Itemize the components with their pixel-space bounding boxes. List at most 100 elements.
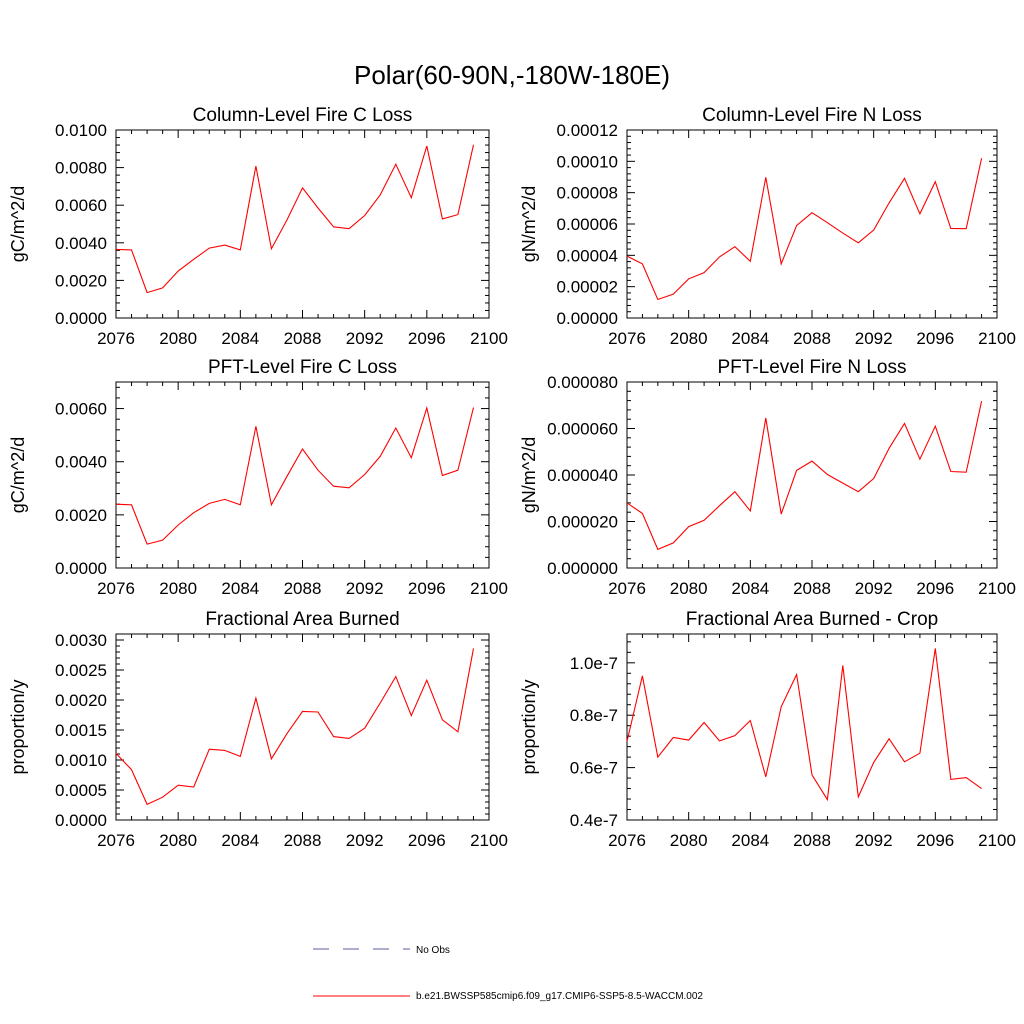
y-tick-label: 0.00000 bbox=[557, 309, 618, 328]
series-line bbox=[626, 648, 982, 802]
x-tick-label: 2076 bbox=[97, 831, 135, 850]
plot-frame bbox=[115, 633, 490, 821]
y-tick-label: 0.000020 bbox=[547, 513, 618, 532]
panel-3: PFT-Level Fire C Loss gC/m^2/d 2076 2080 208… bbox=[8, 357, 508, 598]
y-tick-label: 0.000060 bbox=[547, 420, 618, 439]
legend-label-run: b.e21.BWSSP585cmip6.f09_g17.CMIP6-SSP5-8… bbox=[416, 991, 703, 1002]
x-tick-label: 2084 bbox=[731, 579, 769, 598]
x-tick-label: 2084 bbox=[731, 831, 769, 850]
y-tick-label: 0.00008 bbox=[557, 184, 618, 203]
plot-frame bbox=[626, 633, 998, 821]
x-tick-label: 2088 bbox=[793, 579, 831, 598]
x-tick-label: 2088 bbox=[284, 329, 322, 348]
x-tick-label: 2092 bbox=[855, 579, 893, 598]
x-tick-label: 2080 bbox=[159, 329, 197, 348]
panel-title: PFT-Level Fire N Loss bbox=[718, 357, 907, 378]
x-tick-label: 2096 bbox=[408, 579, 446, 598]
y-tick-label: 0.0020 bbox=[55, 506, 107, 525]
y-tick-label: 0.0000 bbox=[55, 309, 107, 328]
series-line bbox=[115, 648, 475, 806]
y-axis-label: gC/m^2/d bbox=[8, 186, 28, 262]
x-tick-label: 2076 bbox=[608, 329, 646, 348]
legend: No Obs b.e21.BWSSP585cmip6.f09_g17.CMIP6-… bbox=[313, 945, 703, 1002]
x-tick-label: 2080 bbox=[159, 579, 197, 598]
y-tick-label: 0.6e-7 bbox=[570, 759, 618, 778]
plot-frame bbox=[115, 129, 490, 319]
plot-frame bbox=[115, 381, 490, 569]
y-tick-label: 0.00006 bbox=[557, 215, 618, 234]
series-line bbox=[115, 144, 475, 294]
y-axis-label: gC/m^2/d bbox=[8, 437, 28, 513]
series-line bbox=[115, 405, 475, 545]
legend-label-no-obs: No Obs bbox=[416, 945, 450, 956]
y-tick-label: 0.00010 bbox=[557, 152, 618, 171]
x-tick-label: 2076 bbox=[97, 579, 135, 598]
y-tick-label: 0.0040 bbox=[55, 234, 107, 253]
y-tick-label: 0.000000 bbox=[547, 559, 618, 578]
x-tick-label: 2092 bbox=[855, 329, 893, 348]
y-tick-label: 0.0015 bbox=[55, 721, 107, 740]
x-tick-label: 2080 bbox=[670, 329, 708, 348]
x-tick-label: 2092 bbox=[855, 831, 893, 850]
panel-title: Fractional Area Burned bbox=[205, 609, 399, 630]
x-tick-label: 2092 bbox=[346, 831, 384, 850]
x-tick-label: 2080 bbox=[670, 831, 708, 850]
y-axis-label: gN/m^2/d bbox=[519, 437, 539, 513]
x-tick-label: 2076 bbox=[608, 831, 646, 850]
plot-frame bbox=[626, 129, 998, 319]
y-axis-label: proportion/y bbox=[519, 679, 539, 774]
x-tick-label: 2084 bbox=[221, 579, 259, 598]
x-tick-label: 2100 bbox=[470, 329, 508, 348]
x-tick-label: 2076 bbox=[608, 579, 646, 598]
x-tick-label: 2096 bbox=[408, 329, 446, 348]
series-line bbox=[626, 400, 983, 551]
x-tick-label: 2100 bbox=[470, 831, 508, 850]
x-tick-label: 2100 bbox=[978, 831, 1016, 850]
panel-title: Column-Level Fire C Loss bbox=[193, 105, 413, 126]
y-tick-label: 0.0100 bbox=[55, 121, 107, 140]
y-tick-label: 0.0060 bbox=[55, 196, 107, 215]
y-tick-label: 0.000040 bbox=[547, 466, 618, 485]
y-tick-label: 0.0025 bbox=[55, 661, 107, 680]
panels: Column-Level Fire C Loss gC/m^2/d 2076 2080… bbox=[8, 105, 1016, 850]
y-tick-label: 0.0030 bbox=[55, 631, 107, 650]
x-tick-label: 2088 bbox=[793, 329, 831, 348]
x-tick-label: 2076 bbox=[97, 329, 135, 348]
panel-title: PFT-Level Fire C Loss bbox=[208, 357, 397, 378]
y-tick-label: 0.0020 bbox=[55, 271, 107, 290]
y-tick-label: 0.00002 bbox=[557, 278, 618, 297]
x-tick-label: 2092 bbox=[346, 329, 384, 348]
x-tick-label: 2088 bbox=[284, 579, 322, 598]
y-tick-label: 0.0005 bbox=[55, 781, 107, 800]
series-line bbox=[626, 158, 983, 301]
y-axis-label: gN/m^2/d bbox=[519, 186, 539, 262]
y-tick-label: 0.8e-7 bbox=[570, 706, 618, 725]
panel-title: Fractional Area Burned - Crop bbox=[686, 609, 938, 630]
y-tick-label: 0.00012 bbox=[557, 121, 618, 140]
y-tick-label: 0.000080 bbox=[547, 373, 618, 392]
x-tick-label: 2088 bbox=[284, 831, 322, 850]
panel-4: PFT-Level Fire N Loss gN/m^2/d 2076 2080 208… bbox=[519, 357, 1016, 598]
panel-6: Fractional Area Burned - Crop proportion/… bbox=[519, 609, 1016, 850]
y-tick-label: 0.0010 bbox=[55, 751, 107, 770]
x-tick-label: 2100 bbox=[470, 579, 508, 598]
x-tick-label: 2088 bbox=[793, 831, 831, 850]
x-tick-label: 2080 bbox=[159, 831, 197, 850]
y-tick-label: 0.00004 bbox=[557, 246, 618, 265]
x-tick-label: 2084 bbox=[731, 329, 769, 348]
x-tick-label: 2096 bbox=[916, 329, 954, 348]
x-tick-label: 2080 bbox=[670, 579, 708, 598]
x-tick-label: 2096 bbox=[408, 831, 446, 850]
x-tick-label: 2084 bbox=[221, 329, 259, 348]
y-axis-label: proportion/y bbox=[8, 679, 28, 774]
plot-frame bbox=[626, 381, 998, 569]
x-tick-label: 2092 bbox=[346, 579, 384, 598]
y-tick-label: 0.0000 bbox=[55, 811, 107, 830]
x-tick-label: 2084 bbox=[221, 831, 259, 850]
x-tick-label: 2100 bbox=[978, 329, 1016, 348]
y-tick-label: 0.4e-7 bbox=[570, 811, 618, 830]
y-tick-label: 0.0080 bbox=[55, 159, 107, 178]
y-tick-label: 1.0e-7 bbox=[570, 654, 618, 673]
panel-2: Column-Level Fire N Loss gN/m^2/d 2076 2080… bbox=[519, 105, 1016, 348]
